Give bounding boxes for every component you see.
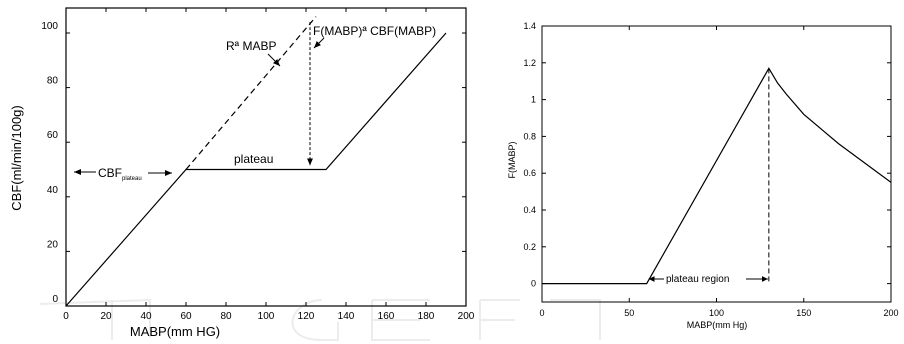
f-mabp-y-tick-label: 1.2 bbox=[523, 58, 536, 68]
cbf-chart-x-axis-label: MABP(mm HG) bbox=[130, 324, 220, 339]
cbf-chart-cbf-plateau-label: CBFplateau bbox=[98, 166, 142, 182]
cbf-x-tick-label: 100 bbox=[258, 311, 275, 322]
cbf-subscript: plateau bbox=[122, 176, 142, 182]
f-mabp-x-tick-label: 0 bbox=[539, 308, 544, 318]
f-mabp-y-tick-label: 0.4 bbox=[523, 205, 536, 215]
cbf-chart-x-ticks: 0 20 40 60 80 100 120 140 160 180 200 bbox=[63, 8, 475, 322]
f-mabp-curve bbox=[542, 67, 892, 285]
f-mabp-y-tick-label: 1 bbox=[531, 95, 536, 105]
f-mabp-chart-y-ticks: 0 0.2 0.4 0.6 0.8 1 1.2 1.4 bbox=[523, 21, 891, 289]
f-mabp-chart-x-axis-label: MABP(mm Hg) bbox=[687, 320, 748, 330]
f-mabp-y-tick-label: 0.2 bbox=[523, 242, 536, 252]
f-mabp-x-tick-label: 50 bbox=[624, 308, 634, 318]
cbf-chart-y-ticks: 0 20 40 60 80 100 bbox=[41, 21, 466, 307]
cbf-x-tick-label: 180 bbox=[418, 311, 435, 322]
cbf-x-tick-label: 140 bbox=[338, 311, 355, 322]
f-mabp-y-tick-label: 1.4 bbox=[523, 21, 536, 31]
f-mabp-chart-y-axis-label: F(MABP) bbox=[507, 141, 517, 178]
cbf-y-tick-label: 40 bbox=[47, 185, 59, 196]
f-mabp-chart-x-ticks: 0 50 100 150 200 bbox=[539, 26, 899, 318]
cbf-chart-r-mabp-label: Rª MABP bbox=[226, 39, 276, 53]
cbf-y-tick-label: 20 bbox=[47, 239, 59, 250]
cbf-main-text: CBF bbox=[98, 166, 122, 180]
f-mabp-x-tick-label: 100 bbox=[709, 308, 724, 318]
cbf-y-tick-label: 0 bbox=[52, 294, 58, 305]
cbf-chart-y-axis-label: CBF(ml/min/100g) bbox=[9, 105, 24, 210]
cbf-f-label-arrow bbox=[313, 37, 325, 49]
f-mabp-chart-plateau-region-label: plateau region bbox=[666, 274, 729, 285]
cbf-x-tick-label: 80 bbox=[220, 311, 232, 322]
cbf-y-tick-label: 60 bbox=[47, 130, 59, 141]
cbf-x-tick-label: 0 bbox=[63, 311, 69, 322]
f-mabp-chart-series bbox=[542, 67, 892, 285]
cbf-x-tick-label: 60 bbox=[180, 311, 192, 322]
cbf-chart-series bbox=[65, 16, 447, 307]
cbf-x-tick-label: 20 bbox=[100, 311, 112, 322]
cbf-x-tick-label: 40 bbox=[140, 311, 152, 322]
cbf-chart-f-mabp-label: F(MABP)ª CBF(MABP) bbox=[313, 24, 436, 38]
f-mabp-chart-frame bbox=[541, 25, 892, 303]
cbf-chart-annotations bbox=[74, 22, 325, 176]
cbf-autoregulation-line bbox=[65, 32, 447, 307]
cbf-chart: 0 20 40 60 80 100 120 140 160 180 200 0 20 40 60 80 100… bbox=[9, 7, 475, 339]
f-mabp-y-tick-label: 0.6 bbox=[523, 168, 536, 178]
f-mabp-chart: 0 50 100 150 200 0 0.2 0.4 0.6 0.8 1 1.2 1.4 MABP(m… bbox=[507, 21, 899, 330]
cbf-y-tick-label: 80 bbox=[47, 76, 59, 87]
cbf-linear-dashed-line bbox=[185, 16, 317, 170]
f-mabp-x-tick-label: 200 bbox=[883, 308, 898, 318]
watermark bbox=[39, 298, 601, 341]
cbf-y-tick-label: 100 bbox=[41, 21, 58, 32]
cbf-x-tick-label: 200 bbox=[458, 311, 475, 322]
cbf-x-tick-label: 160 bbox=[378, 311, 395, 322]
f-mabp-y-tick-label: 0 bbox=[531, 279, 536, 289]
cbf-chart-plateau-label: plateau bbox=[234, 152, 273, 166]
f-mabp-chart-axes bbox=[541, 25, 892, 303]
f-mabp-y-tick-label: 0.8 bbox=[523, 131, 536, 141]
cbf-x-tick-label: 120 bbox=[298, 311, 315, 322]
f-mabp-chart-annotations bbox=[648, 68, 770, 284]
cbf-r-label-arrow bbox=[267, 53, 281, 67]
f-mabp-x-tick-label: 150 bbox=[796, 308, 811, 318]
